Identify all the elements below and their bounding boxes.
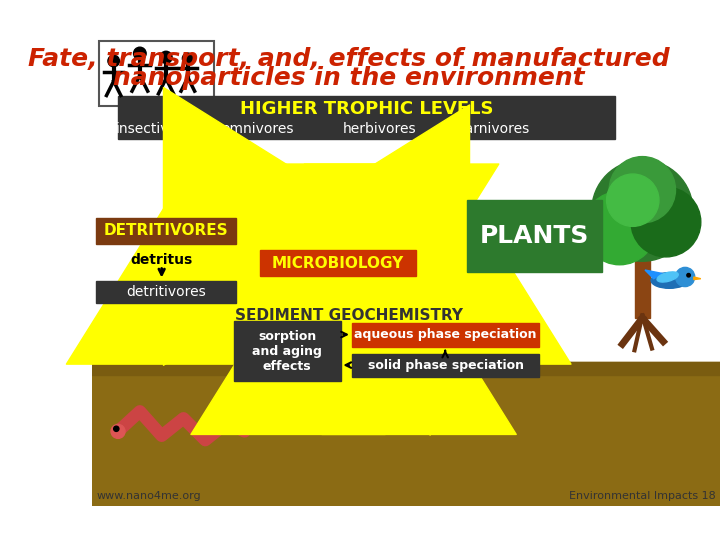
Text: carnivores: carnivores (457, 122, 529, 136)
Circle shape (675, 267, 695, 287)
Circle shape (160, 51, 172, 63)
Text: solid phase speciation: solid phase speciation (368, 359, 523, 372)
Circle shape (687, 273, 690, 277)
Text: SEDIMENT GEOCHEMISTRY: SEDIMENT GEOCHEMISTRY (235, 308, 463, 323)
Text: www.nano4me.org: www.nano4me.org (96, 491, 201, 501)
Ellipse shape (657, 272, 678, 282)
Bar (260, 250, 415, 276)
Bar (234, 321, 341, 381)
Text: insectivores: insectivores (116, 122, 199, 136)
Circle shape (631, 187, 701, 257)
Text: sorption
and aging
effects: sorption and aging effects (252, 329, 323, 373)
Bar (118, 96, 616, 139)
Circle shape (583, 192, 657, 265)
Text: detritus: detritus (130, 253, 193, 267)
Bar (352, 323, 539, 347)
Text: PLANTS: PLANTS (480, 224, 589, 248)
Text: Environmental Impacts 18: Environmental Impacts 18 (569, 491, 716, 501)
Bar (92, 362, 720, 505)
Bar (96, 281, 236, 303)
Text: HIGHER TROPHIC LEVELS: HIGHER TROPHIC LEVELS (240, 99, 493, 118)
Circle shape (134, 47, 146, 60)
Circle shape (609, 157, 675, 223)
Bar (92, 362, 720, 375)
Polygon shape (694, 277, 701, 280)
Text: detritivores: detritivores (126, 285, 206, 299)
Bar (352, 354, 539, 377)
Circle shape (606, 174, 659, 226)
Text: aqueous phase speciation: aqueous phase speciation (354, 328, 537, 341)
Text: omnivores: omnivores (221, 122, 294, 136)
Text: herbivores: herbivores (343, 122, 417, 136)
FancyBboxPatch shape (99, 42, 214, 106)
Circle shape (111, 424, 125, 438)
Text: MICROBIOLOGY: MICROBIOLOGY (271, 255, 404, 271)
Text: DETRITIVORES: DETRITIVORES (104, 223, 228, 238)
Text: Fate, transport, and, effects of manufactured: Fate, transport, and, effects of manufac… (28, 47, 670, 71)
Circle shape (182, 53, 193, 64)
Circle shape (114, 426, 119, 431)
Circle shape (592, 160, 693, 261)
Bar (467, 200, 602, 272)
Bar (634, 253, 650, 318)
Bar (96, 218, 236, 244)
Text: nanoparticles in the environment: nanoparticles in the environment (114, 66, 585, 90)
Polygon shape (645, 270, 662, 279)
Circle shape (108, 55, 120, 67)
Ellipse shape (651, 273, 688, 288)
